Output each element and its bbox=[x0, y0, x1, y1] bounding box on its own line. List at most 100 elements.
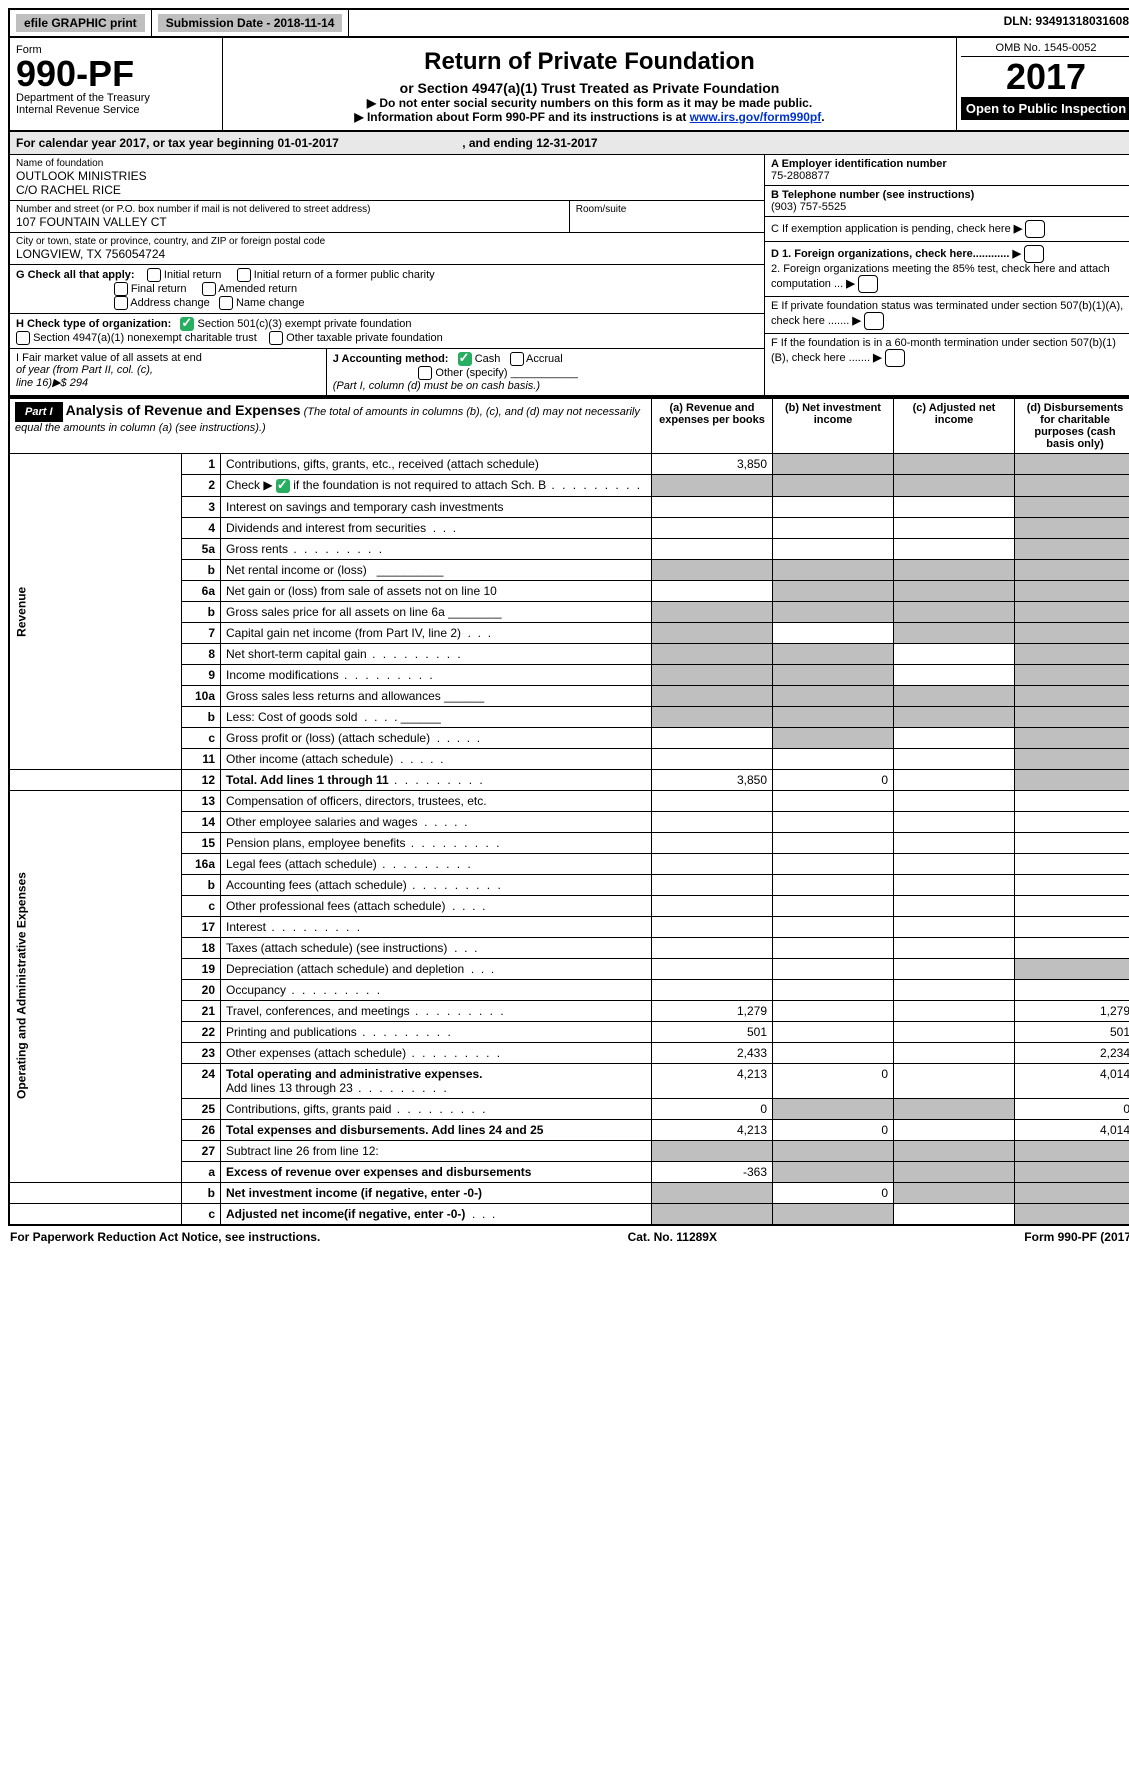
part1-title: Analysis of Revenue and Expenses bbox=[66, 402, 301, 418]
line-27: Subtract line 26 from line 12: bbox=[221, 1140, 652, 1161]
line-27a: Excess of revenue over expenses and disb… bbox=[221, 1161, 652, 1182]
line-16c: Other professional fees (attach schedule… bbox=[221, 895, 652, 916]
chk-501c3[interactable] bbox=[180, 317, 194, 331]
chk-d1[interactable] bbox=[1024, 245, 1044, 263]
box-d1: D 1. Foreign organizations, check here..… bbox=[771, 248, 1009, 260]
form-subtitle: or Section 4947(a)(1) Trust Treated as P… bbox=[229, 80, 950, 96]
line-2: Check ▶ if the foundation is not require… bbox=[221, 475, 652, 497]
cash-basis-note: (Part I, column (d) must be on cash basi… bbox=[333, 380, 540, 392]
line-23: Other expenses (attach schedule) bbox=[221, 1042, 652, 1063]
dln: DLN: 93491318031608 bbox=[998, 10, 1129, 36]
line-16b: Accounting fees (attach schedule) bbox=[221, 874, 652, 895]
box-e: E If private foundation status was termi… bbox=[771, 300, 1123, 327]
l12-b: 0 bbox=[773, 769, 894, 790]
line-8: Net short-term capital gain bbox=[221, 643, 652, 664]
box-i-2: of year (from Part II, col. (c), bbox=[16, 364, 320, 376]
page-footer: For Paperwork Reduction Act Notice, see … bbox=[8, 1226, 1129, 1248]
irs: Internal Revenue Service bbox=[16, 104, 216, 116]
form-header: Form 990-PF Department of the Treasury I… bbox=[8, 38, 1129, 132]
l27a-a: -363 bbox=[652, 1161, 773, 1182]
col-c-header: (c) Adjusted net income bbox=[894, 398, 1015, 454]
line-10b: Less: Cost of goods sold . . . . ______ bbox=[221, 706, 652, 727]
form-rev: Form 990-PF (2017) bbox=[1024, 1230, 1129, 1244]
l22-a: 501 bbox=[652, 1021, 773, 1042]
chk-initial-return[interactable] bbox=[147, 268, 161, 282]
line-19: Depreciation (attach schedule) and deple… bbox=[221, 958, 652, 979]
l26-b: 0 bbox=[773, 1119, 894, 1140]
line-27b: Net investment income (if negative, ente… bbox=[221, 1182, 652, 1203]
line-14: Other employee salaries and wages . . . … bbox=[221, 811, 652, 832]
line-3: Interest on savings and temporary cash i… bbox=[221, 496, 652, 517]
chk-initial-former[interactable] bbox=[237, 268, 251, 282]
room-label: Room/suite bbox=[576, 204, 758, 215]
calendar-year-row: For calendar year 2017, or tax year begi… bbox=[8, 132, 1129, 155]
chk-f[interactable] bbox=[885, 349, 905, 367]
chk-schb[interactable] bbox=[276, 479, 290, 493]
line-25: Contributions, gifts, grants paid bbox=[221, 1098, 652, 1119]
l21-a: 1,279 bbox=[652, 1000, 773, 1021]
chk-cash[interactable] bbox=[458, 352, 472, 366]
col-a-header: (a) Revenue and expenses per books bbox=[652, 398, 773, 454]
box-h: H Check type of organization: Section 50… bbox=[10, 314, 764, 349]
line-1: Contributions, gifts, grants, etc., rece… bbox=[221, 454, 652, 475]
line-16a: Legal fees (attach schedule) bbox=[221, 853, 652, 874]
instructions-link[interactable]: www.irs.gov/form990pf bbox=[690, 110, 822, 124]
line-6b: Gross sales price for all assets on line… bbox=[221, 601, 652, 622]
l22-d: 501 bbox=[1015, 1021, 1129, 1042]
part1-badge: Part I bbox=[15, 402, 63, 422]
line-7: Capital gain net income (from Part IV, l… bbox=[221, 622, 652, 643]
chk-d2[interactable] bbox=[858, 275, 878, 293]
l25-a: 0 bbox=[652, 1098, 773, 1119]
part1-table: Part I Analysis of Revenue and Expenses … bbox=[8, 397, 1129, 1226]
l23-a: 2,433 bbox=[652, 1042, 773, 1063]
l26-a: 4,213 bbox=[652, 1119, 773, 1140]
col-b-header: (b) Net investment income bbox=[773, 398, 894, 454]
chk-e[interactable] bbox=[864, 312, 884, 330]
street-address: 107 FOUNTAIN VALLEY CT bbox=[16, 215, 563, 229]
paperwork-notice: For Paperwork Reduction Act Notice, see … bbox=[10, 1230, 320, 1244]
col-d-header: (d) Disbursements for charitable purpose… bbox=[1015, 398, 1129, 454]
box-f: F If the foundation is in a 60-month ter… bbox=[771, 337, 1116, 364]
entity-info: Name of foundation OUTLOOK MINISTRIES C/… bbox=[8, 155, 1129, 397]
line-17: Interest bbox=[221, 916, 652, 937]
chk-address-change[interactable] bbox=[114, 296, 128, 310]
l24-b: 0 bbox=[773, 1063, 894, 1098]
line-15: Pension plans, employee benefits bbox=[221, 832, 652, 853]
chk-other-taxable[interactable] bbox=[269, 331, 283, 345]
chk-accrual[interactable] bbox=[510, 352, 524, 366]
omb-number: OMB No. 1545-0052 bbox=[961, 42, 1129, 57]
chk-other-method[interactable] bbox=[418, 366, 432, 380]
name-label: Name of foundation bbox=[16, 158, 758, 169]
l26-d: 4,014 bbox=[1015, 1119, 1129, 1140]
line-24: Total operating and administrative expen… bbox=[221, 1063, 652, 1098]
line-27c: Adjusted net income(if negative, enter -… bbox=[221, 1203, 652, 1225]
chk-amended[interactable] bbox=[202, 282, 216, 296]
phone-value: (903) 757-5525 bbox=[771, 201, 846, 213]
efile-btn[interactable]: efile GRAPHIC print bbox=[10, 10, 152, 36]
line-26: Total expenses and disbursements. Add li… bbox=[221, 1119, 652, 1140]
top-bar: efile GRAPHIC print Submission Date - 20… bbox=[8, 8, 1129, 38]
open-public-badge: Open to Public Inspection bbox=[961, 97, 1129, 120]
chk-4947a1[interactable] bbox=[16, 331, 30, 345]
line-20: Occupancy bbox=[221, 979, 652, 1000]
city-state-zip: LONGVIEW, TX 756054724 bbox=[16, 247, 758, 261]
line-13: Compensation of officers, directors, tru… bbox=[221, 790, 652, 811]
ein-value: 75-2808877 bbox=[771, 170, 830, 182]
form-title: Return of Private Foundation bbox=[229, 48, 950, 76]
box-c: C If exemption application is pending, c… bbox=[771, 223, 1011, 235]
chk-c[interactable] bbox=[1025, 220, 1045, 238]
foundation-name-1: OUTLOOK MINISTRIES bbox=[16, 169, 758, 183]
cat-no: Cat. No. 11289X bbox=[628, 1230, 717, 1244]
submission-date: Submission Date - 2018-11-14 bbox=[152, 10, 350, 36]
box-g: G Check all that apply: Initial return I… bbox=[10, 265, 764, 314]
chk-name-change[interactable] bbox=[219, 296, 233, 310]
box-d2: 2. Foreign organizations meeting the 85%… bbox=[771, 263, 1110, 290]
ein-label: A Employer identification number bbox=[771, 158, 947, 170]
dept: Department of the Treasury bbox=[16, 92, 216, 104]
line-18: Taxes (attach schedule) (see instruction… bbox=[221, 937, 652, 958]
l12-a: 3,850 bbox=[652, 769, 773, 790]
chk-final-return[interactable] bbox=[114, 282, 128, 296]
l1-a: 3,850 bbox=[652, 454, 773, 475]
line-10c: Gross profit or (loss) (attach schedule)… bbox=[221, 727, 652, 748]
expenses-side-label: Operating and Administrative Expenses bbox=[9, 790, 182, 1182]
